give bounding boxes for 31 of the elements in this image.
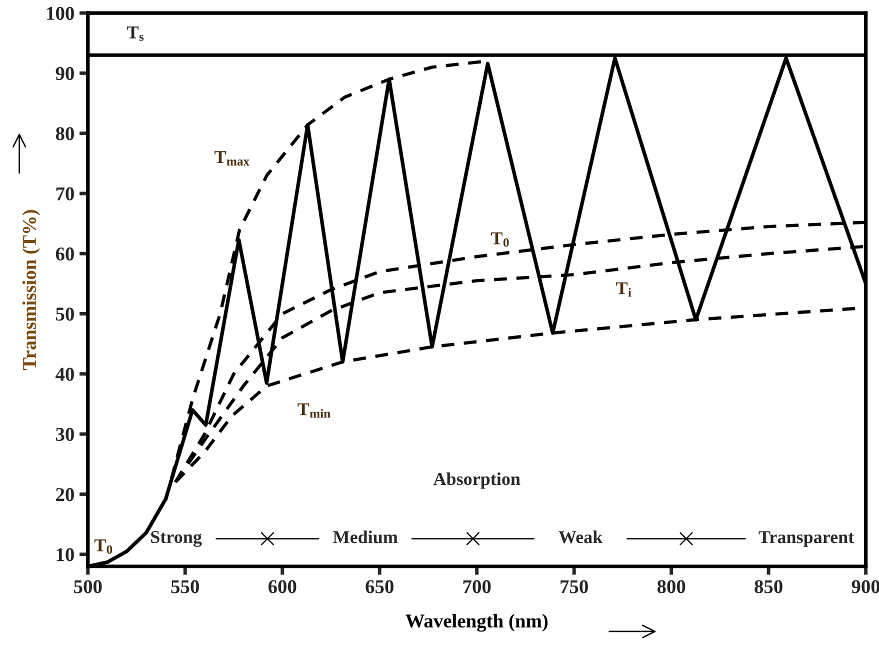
x-axis-title: Wavelength (nm) [406,614,548,632]
annotation: Medium [333,530,398,544]
annotation: Transparent [758,531,854,547]
x-tick-label: 750 [560,580,588,594]
x-tick-label: 550 [171,580,199,594]
x-tick-label: 650 [366,580,394,594]
y-tick-label: 60 [56,247,74,261]
series-label: T$_{0}$ [491,232,509,247]
y-tick-label: 10 [56,548,74,562]
y-tick-label: 70 [56,187,74,200]
y-tick-label: 30 [56,428,74,441]
x-tick-label: 700 [463,580,491,594]
x-tick-label: 600 [268,580,296,594]
series-label: T$_{min}$ [298,403,330,418]
annotation: Weak [558,530,603,544]
annotation: Absorption [433,472,520,489]
y-tick-label: 90 [56,66,74,80]
annotation: Strong [151,530,202,547]
x-tick-label: 800 [657,580,686,594]
y-tick-label: 40 [56,368,74,381]
y-tick-label: 100 [47,6,74,20]
y-tick-label: 20 [56,488,74,502]
y-tick-label: 80 [56,127,74,140]
y-tick-label: 50 [56,308,74,321]
x-tick-label: 850 [754,580,782,594]
series-label: T$_{i}$ [616,282,632,297]
series-label: T$_{max}$ [214,151,250,166]
y-axis-title: Transmission (T%) [22,210,40,370]
annotation: T$_{0}$ [94,539,112,554]
ref-line-label: T$_{s}$ [127,26,144,41]
x-tick-label: 500 [74,580,102,594]
